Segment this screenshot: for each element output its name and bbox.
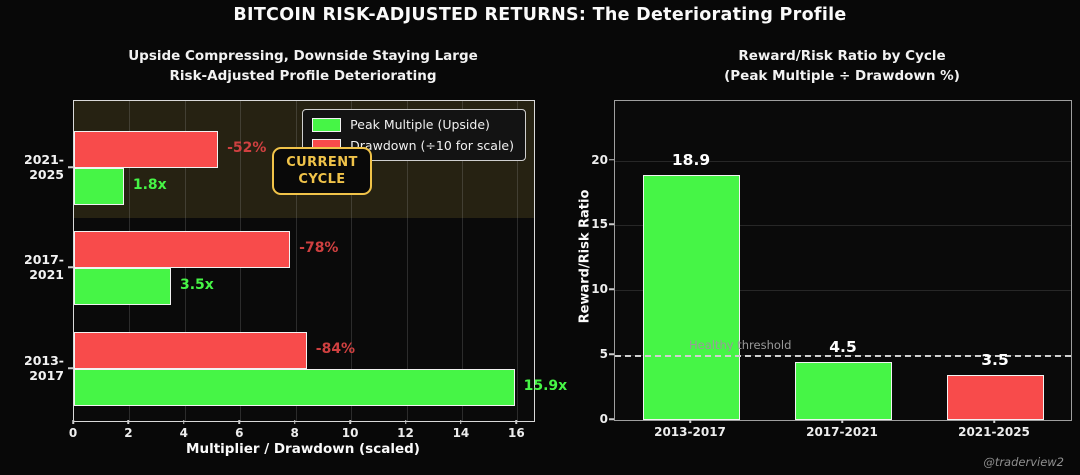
y-tick-label: 15 [591, 217, 608, 232]
page-title: BITCOIN RISK-ADJUSTED RETURNS: The Deter… [233, 5, 847, 25]
upside-value-label: 15.9x [523, 378, 568, 394]
ratio-value-label: 4.5 [829, 337, 857, 356]
drawdown-bar [74, 231, 291, 268]
tick-mark [689, 419, 691, 423]
upside-bar [74, 369, 515, 406]
tick-mark [72, 420, 74, 424]
tick-mark [68, 367, 73, 369]
tick-mark [515, 420, 518, 424]
right-y-axis-label: Reward/Risk Ratio [577, 189, 593, 324]
tick-mark [609, 353, 614, 355]
x-tick-label: 2021-2025 [958, 425, 1030, 439]
current-cycle-badge: CURRENT CYCLE [272, 147, 372, 195]
tick-mark [993, 419, 995, 423]
legend-label-drawdown: Drawdown (÷10 for scale) [350, 138, 514, 153]
ratio-bar [642, 174, 740, 420]
category-label: 2021-2025 [24, 152, 64, 182]
healthy-threshold-label: Healthy threshold [689, 338, 792, 353]
x-tick-label: 8 [290, 426, 299, 440]
tick-mark [609, 418, 614, 420]
x-tick-label: 2013-2017 [654, 425, 726, 439]
gridline [406, 101, 408, 421]
right-chart-plot-area: 18.9 4.5 3.5 Healthy threshold [614, 100, 1072, 421]
gridline [517, 101, 519, 421]
y-tick-label: 10 [591, 282, 608, 297]
drawdown-value-label: -52% [227, 140, 267, 156]
tick-mark [349, 420, 351, 424]
category-label: 2017-2021 [24, 252, 64, 282]
drawdown-bar [74, 332, 307, 369]
x-tick-label: 2 [124, 426, 133, 440]
x-tick-label: 14 [452, 426, 470, 440]
drawdown-bar [74, 131, 219, 168]
upside-value-label: 1.8x [132, 177, 167, 193]
tick-mark [609, 288, 614, 291]
tick-mark [183, 420, 185, 424]
y-tick-label: 20 [591, 152, 608, 167]
gridline [615, 290, 1071, 292]
tick-mark [127, 420, 130, 424]
x-tick-label: 2017-2021 [806, 425, 878, 439]
gridline [615, 160, 1071, 162]
tick-mark [841, 419, 843, 423]
healthy-threshold-line [615, 355, 1071, 358]
category-label: 2013-2017 [24, 353, 64, 383]
tick-mark [238, 420, 240, 424]
ratio-bar [794, 361, 892, 420]
x-tick-label: 16 [508, 426, 525, 440]
tick-mark [460, 420, 462, 424]
legend-label-upside: Peak Multiple (Upside) [350, 117, 490, 132]
tick-mark [293, 420, 296, 424]
x-tick-label: 0 [68, 426, 78, 440]
upside-value-label: 3.5x [179, 277, 214, 293]
ratio-bar [946, 374, 1044, 420]
tick-mark [68, 266, 73, 268]
y-tick-label: 0 [599, 412, 608, 426]
credit: @traderview2 [983, 455, 1064, 469]
ratio-value-label: 3.5 [981, 350, 1009, 369]
gridline [615, 225, 1071, 227]
x-tick-label: 4 [179, 426, 189, 440]
left-x-axis-label: Multiplier / Drawdown (scaled) [186, 441, 420, 457]
gridline [351, 101, 353, 421]
y-tick-label: 5 [599, 347, 608, 362]
tick-mark [404, 420, 407, 424]
gridline [461, 101, 463, 421]
tick-mark [609, 223, 614, 226]
x-tick-label: 10 [341, 426, 359, 440]
tick-mark [68, 166, 73, 168]
drawdown-value-label: -84% [315, 341, 356, 357]
x-tick-label: 12 [397, 426, 414, 440]
upside-bar [74, 168, 124, 205]
drawdown-value-label: -78% [299, 240, 339, 256]
x-tick-label: 6 [235, 426, 244, 440]
legend-row-upside: Peak Multiple (Upside) [312, 117, 514, 132]
left-chart-title: Upside Compressing, Downside Staying Lar… [128, 48, 478, 84]
upside-bar [74, 268, 171, 305]
left-chart-plot-area: Peak Multiple (Upside) Drawdown (÷10 for… [73, 100, 567, 422]
legend-swatch-green-icon [312, 117, 342, 132]
gridline [295, 101, 297, 421]
right-chart-title: Reward/Risk Ratio by Cycle (Peak Multiple… [724, 48, 960, 84]
ratio-value-label: 18.9 [671, 150, 711, 169]
tick-mark [609, 158, 614, 161]
